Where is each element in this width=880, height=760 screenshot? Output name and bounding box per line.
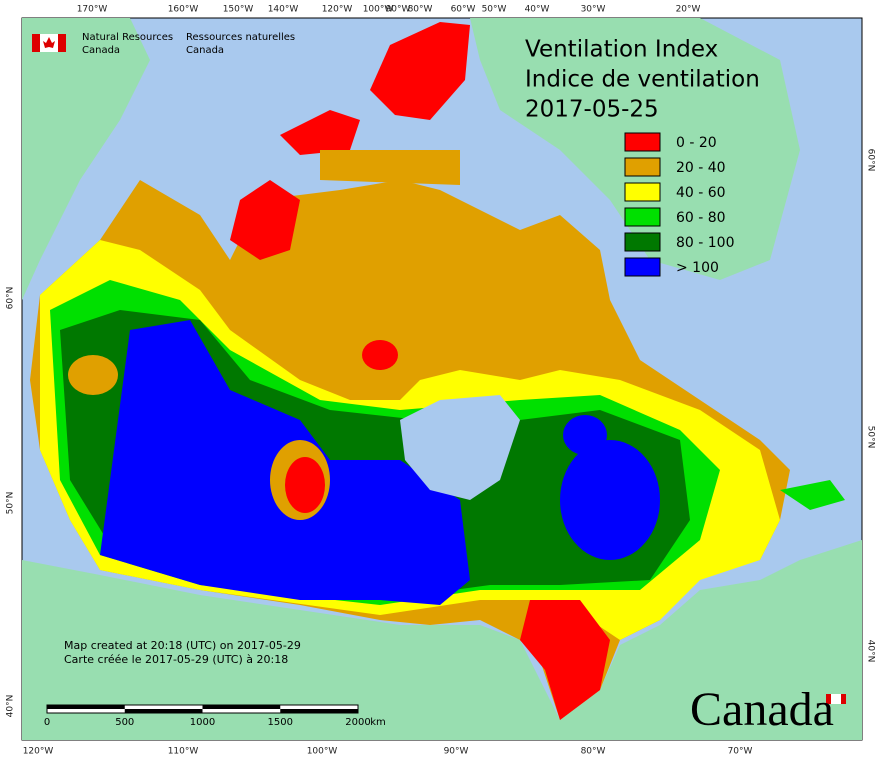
newfoundland [780,480,845,510]
arctic-islands-orange [320,150,460,185]
scale-label: 0 [44,717,50,728]
arctic-islands [280,110,360,155]
scale-segment [47,705,125,709]
graticule-label: 60°N [866,149,876,172]
title: Ventilation Index [525,37,718,63]
graticule-label: 50°N [866,426,876,449]
agency-fr: Canada [186,45,224,56]
scale-segment [202,705,281,709]
wordmark-flag [826,694,846,704]
scale-segment [124,709,203,713]
legend-swatch [624,232,661,252]
hudson-bay [400,395,520,500]
graticule-label: 150°W [223,5,254,15]
graticule-label: 80°W [408,5,433,15]
graticule-label: 60°N [6,287,16,310]
zone-over-100-quebec [560,440,660,560]
agency-en: Natural Resources [82,32,173,43]
graticule-label: 160°W [168,5,199,15]
title: 2017-05-25 [525,97,659,123]
graticule-label: 170°W [77,5,108,15]
legend-label: 20 - 40 [676,160,726,176]
graticule-label: 30°W [581,5,606,15]
graticule-label: 80°W [581,747,606,757]
flag-bar [32,34,40,52]
legend-swatch [624,207,661,227]
scale-unit: km [370,717,386,728]
graticule-label: 100°W [363,5,394,15]
graticule-label: 140°W [268,5,299,15]
graticule-label: 50°N [6,492,16,515]
zone-20-40-bc [68,355,118,395]
legend-label: 40 - 60 [676,185,726,201]
note: Carte créée le 2017-05-29 (UTC) à 20:18 [64,653,288,666]
graticule: 170°W 160°W 150°W 140°W 120°W 100°W90°W80°W 60… [6,5,876,757]
agency-en: Canada [82,45,120,56]
graticule-label: 70°W [728,747,753,757]
legend-label: 80 - 100 [676,235,735,251]
ellesmere [370,22,470,120]
maple-leaf [43,37,55,48]
legend-label: > 100 [676,260,719,276]
flag-logo [32,34,66,52]
graticule-label: 20°W [676,5,701,15]
zone-0-20-ontario [520,600,610,720]
legend-swatch [624,132,661,152]
flag-bar [826,694,831,704]
zone-0-20-nunavut [362,340,398,370]
graticule-label: 120°W [322,5,353,15]
flag-field [831,694,841,704]
legend-label: 0 - 20 [676,135,717,151]
zone-0-20-arctic [230,180,300,260]
scale-bar: 0 500 1000 1500 2000 km [44,704,386,728]
zone-over-100-north-quebec [563,415,607,455]
scale-label: 2000 [345,717,370,728]
graticule-label: 90°W [386,5,411,15]
graticule-label: 40°N [6,695,16,718]
legend-swatch [624,182,661,202]
flag-bar [841,694,846,704]
graticule-label: 110°W [168,747,199,757]
graticule-label: 40°W [525,5,550,15]
legend-label: 60 - 80 [676,210,726,226]
note: Map created at 20:18 (UTC) on 2017-05-29 [64,639,301,652]
legend: 0 - 20 20 - 40 40 - 60 60 - 80 80 - 100 > 100 [624,132,735,277]
graticule-label: 90°W [444,747,469,757]
map-body [21,17,863,741]
zone-0-20-sk [285,457,325,513]
legend-swatch [624,157,661,177]
legend-swatch [624,257,661,277]
flag-bar [58,34,66,52]
graticule-label: 40°N [866,640,876,663]
usa [22,540,862,740]
scale-label: 1500 [268,717,293,728]
scale-label: 1000 [190,717,215,728]
alaska [22,18,150,300]
graticule-label: 50°W [482,5,507,15]
agency-fr: Ressources naturelles [186,32,295,43]
scale-segment [280,709,358,713]
graticule-label: 60°W [451,5,476,15]
title: Indice de ventilation [525,67,760,93]
wordmark: Canada [690,683,834,736]
scale-label: 500 [115,717,134,728]
graticule-label: 100°W [307,747,338,757]
graticule-label: 120°W [23,747,54,757]
